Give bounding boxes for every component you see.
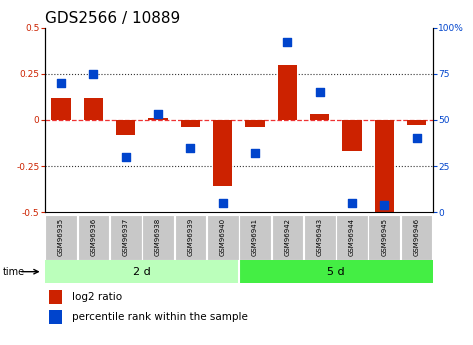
Text: GSM96944: GSM96944 (349, 218, 355, 256)
Bar (49, 290, 62, 304)
Point (186, 145, 194, 150)
Bar (407, 120, 426, 126)
Text: percentile rank within the sample: percentile rank within the sample (72, 312, 248, 322)
Text: GSM96946: GSM96946 (413, 218, 420, 256)
Point (251, 150, 259, 156)
Point (219, 200, 227, 206)
Text: GSM96941: GSM96941 (252, 218, 258, 256)
Bar (175, 215, 206, 259)
Bar (45, 260, 239, 283)
Text: GSM96937: GSM96937 (123, 218, 129, 256)
Bar (84, 98, 103, 120)
Point (413, 136, 420, 141)
Bar (213, 120, 232, 186)
Bar (310, 114, 329, 120)
Bar (49, 310, 62, 324)
Bar (45, 215, 77, 259)
Bar (142, 215, 174, 259)
Text: GSM96936: GSM96936 (90, 218, 96, 256)
Text: GSM96935: GSM96935 (58, 218, 64, 256)
Bar (368, 215, 400, 259)
Point (154, 111, 162, 117)
Text: time: time (2, 267, 25, 277)
Bar (375, 120, 394, 212)
Text: 2 d: 2 d (133, 267, 151, 277)
Text: GSM96938: GSM96938 (155, 218, 161, 256)
Bar (304, 215, 335, 259)
Point (122, 154, 130, 159)
Text: 5 d: 5 d (327, 267, 345, 277)
Text: GSM96940: GSM96940 (219, 218, 226, 256)
Text: log2 ratio: log2 ratio (72, 292, 122, 302)
Text: GSM96939: GSM96939 (187, 218, 193, 256)
Bar (181, 120, 200, 127)
Bar (401, 215, 432, 259)
Bar (116, 120, 135, 135)
Bar (239, 215, 271, 259)
Bar (239, 260, 433, 283)
Bar (149, 118, 168, 120)
Bar (272, 215, 303, 259)
Text: GDS2566 / 10889: GDS2566 / 10889 (45, 11, 180, 27)
Bar (336, 215, 368, 259)
Point (90, 71, 97, 77)
Point (316, 89, 324, 95)
Point (380, 202, 388, 208)
Point (57, 80, 65, 86)
Bar (245, 120, 265, 127)
Bar (52, 98, 71, 120)
Point (284, 40, 291, 45)
Bar (342, 120, 362, 151)
Bar (78, 215, 109, 259)
Text: GSM96945: GSM96945 (381, 218, 387, 256)
Bar (207, 215, 238, 259)
Bar (278, 65, 297, 120)
Bar (110, 215, 141, 259)
Text: GSM96942: GSM96942 (284, 218, 290, 256)
Text: GSM96943: GSM96943 (316, 218, 323, 256)
Point (348, 200, 356, 206)
